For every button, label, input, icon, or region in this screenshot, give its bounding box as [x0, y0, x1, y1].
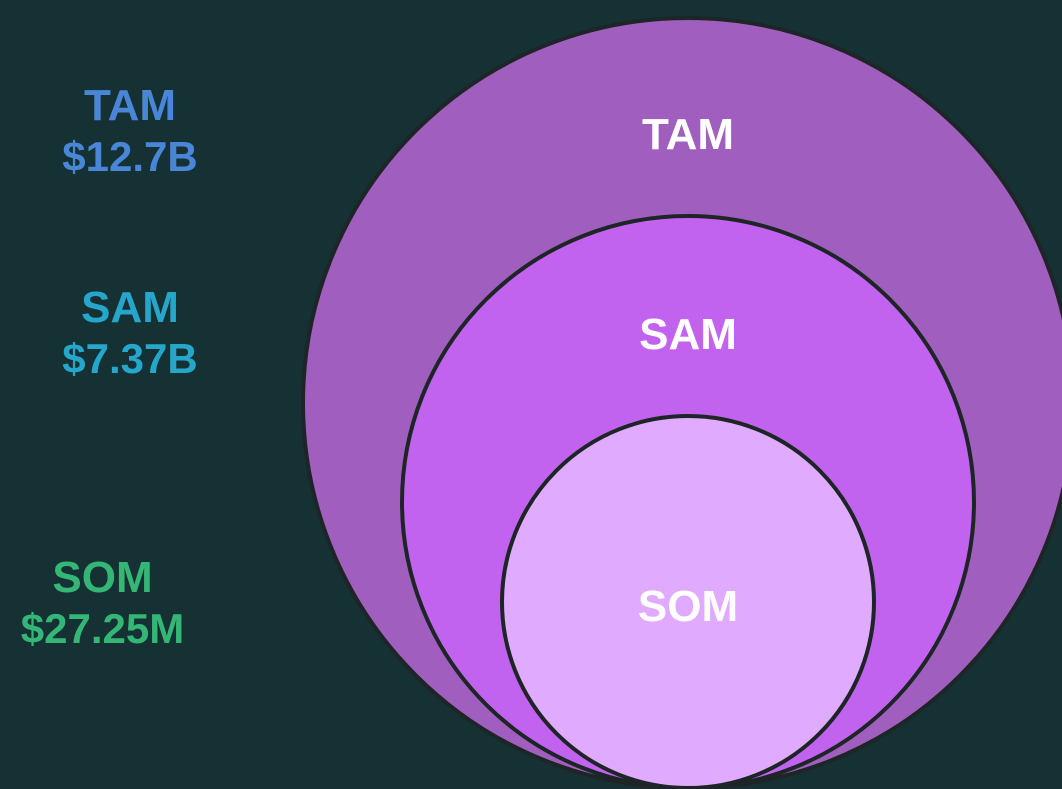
sam-circle-label: SAM	[639, 310, 737, 359]
som-legend-value: $27.25M	[20, 605, 185, 652]
tam-circle-label: TAM	[642, 110, 734, 159]
som-circle	[500, 414, 876, 789]
som-legend: SOM $27.25M	[0, 556, 205, 650]
tam-legend-label: TAM	[83, 81, 177, 130]
sam-legend: SAM $7.37B	[50, 286, 210, 380]
sam-legend-label: SAM	[81, 283, 179, 332]
som-circle-label: SOM	[638, 582, 738, 631]
sam-legend-value: $7.37B	[62, 335, 198, 382]
som-legend-label: SOM	[52, 553, 153, 602]
tam-legend: TAM $12.7B	[50, 84, 210, 178]
tam-legend-value: $12.7B	[62, 133, 198, 180]
